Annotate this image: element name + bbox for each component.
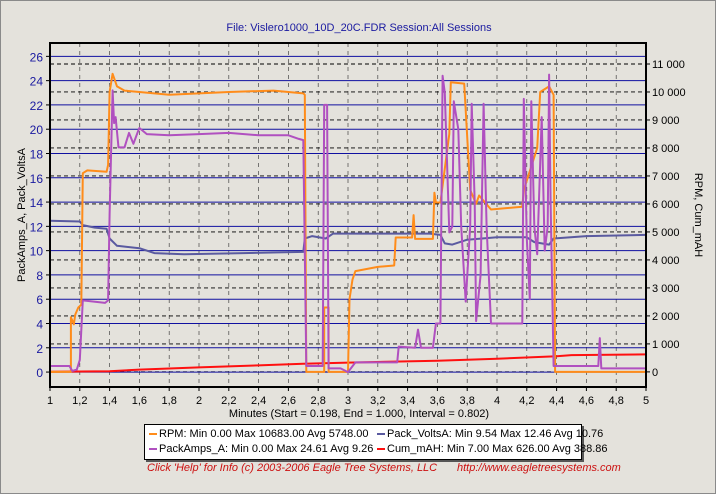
x-axis-label: Minutes (Start = 0.198, End = 1.000, Int… — [228, 408, 490, 420]
legend-swatch — [149, 433, 157, 436]
x-tick-label: 4,4 — [549, 395, 564, 407]
y-tick-label: 14 — [30, 196, 44, 210]
y-tick-label: 4 — [36, 317, 43, 331]
y-tick-label: 16 — [30, 172, 44, 186]
y2-tick-label: 7 000 — [652, 171, 680, 183]
legend-item-cum-mah: Cum_mAH: Min 7.00 Max 626.00 Avg 388.86 — [377, 443, 608, 455]
y-tick-label: 22 — [30, 99, 44, 113]
y2-tick-label: 8 000 — [652, 143, 680, 155]
y-tick-label: 20 — [30, 123, 44, 137]
x-tick-label: 3 — [345, 395, 351, 407]
y-tick-label: 18 — [30, 147, 44, 161]
y2-tick-label: 2 000 — [652, 311, 680, 323]
y2-tick-label: 9 000 — [652, 115, 680, 127]
y-tick-label: 12 — [30, 220, 44, 234]
legend-item-pack-volts: Pack_VoltsA: Min 9.54 Max 12.46 Avg 10.7… — [377, 428, 603, 440]
legend-item-rpm: RPM: Min 0.00 Max 10683.00 Avg 5748.00 — [149, 428, 369, 440]
y2-tick-label: 5 000 — [652, 227, 680, 239]
footer-url-link[interactable]: http://www.eagletreesystems.com — [457, 462, 621, 474]
x-tick-label: 1 — [47, 395, 53, 407]
x-tick-label: 4,6 — [579, 395, 594, 407]
y2-tick-label: 0 — [652, 367, 658, 379]
x-tick-label: 1,2 — [72, 395, 87, 407]
x-tick-label: 1,6 — [132, 395, 147, 407]
legend-label: PackAmps_A: Min 0.00 Max 24.61 Avg 9.26 — [159, 443, 374, 455]
y-axis-label: PackAmps_A, Pack_VoltsA — [16, 147, 28, 282]
x-tick-label: 3,8 — [460, 395, 475, 407]
x-tick-label: 1,8 — [162, 395, 177, 407]
y2-tick-label: 6 000 — [652, 199, 680, 211]
x-tick-label: 3,6 — [430, 395, 445, 407]
y2-tick-label: 10 000 — [652, 87, 686, 99]
y-tick-label: 10 — [30, 245, 44, 259]
plot-frame — [49, 42, 647, 388]
series-line-cum-mah — [49, 353, 647, 373]
y2-tick-label: 11 000 — [652, 59, 685, 71]
x-tick-label: 2,2 — [221, 395, 236, 407]
y2-tick-label: 3 000 — [652, 283, 680, 295]
x-tick-label: 4,2 — [519, 395, 534, 407]
legend-label: Pack_VoltsA: Min 9.54 Max 12.46 Avg 10.7… — [387, 428, 604, 440]
x-tick-label: 4,8 — [609, 395, 624, 407]
x-tick-label: 5 — [643, 395, 649, 407]
x-tick-label: 3,2 — [370, 395, 385, 407]
x-tick-label: 2 — [196, 395, 202, 407]
y-tick-label: 2 — [36, 342, 43, 356]
y-tick-label: 0 — [36, 366, 43, 380]
legend-item-pack-amps: PackAmps_A: Min 0.00 Max 24.61 Avg 9.26 — [149, 443, 373, 455]
legend-label: Cum_mAH: Min 7.00 Max 626.00 Avg 388.86 — [387, 443, 608, 455]
footer-copyright: Click 'Help' for Info (c) 2003-2006 Eagl… — [147, 462, 438, 474]
series-line-rpm — [50, 72, 646, 373]
y-tick-label: 6 — [36, 293, 43, 307]
x-tick-label: 2,8 — [311, 395, 326, 407]
y-tick-label: 24 — [30, 75, 44, 89]
legend-swatch — [149, 448, 157, 451]
legend-swatch — [377, 433, 385, 436]
x-tick-label: 2,4 — [251, 395, 266, 407]
y2-tick-label: 1 000 — [652, 339, 680, 351]
y-tick-label: 26 — [30, 50, 44, 64]
x-tick-label: 1,4 — [102, 395, 117, 407]
chart-title: File: Vislero1000_10D_20C.FDR Session:Al… — [226, 22, 492, 34]
x-tick-label: 2,6 — [281, 395, 296, 407]
x-tick-label: 4 — [494, 395, 500, 407]
y2-axis-label: RPM, Cum_mAH — [692, 173, 704, 257]
legend-label: RPM: Min 0.00 Max 10683.00 Avg 5748.00 — [159, 428, 369, 440]
y2-tick-label: 4 000 — [652, 255, 680, 267]
legend-swatch — [377, 448, 385, 451]
legend: RPM: Min 0.00 Max 10683.00 Avg 5748.00 P… — [144, 424, 608, 460]
x-tick-label: 3,4 — [400, 395, 415, 407]
series-line-packamps-a — [50, 73, 646, 374]
y-tick-label: 8 — [36, 269, 43, 283]
